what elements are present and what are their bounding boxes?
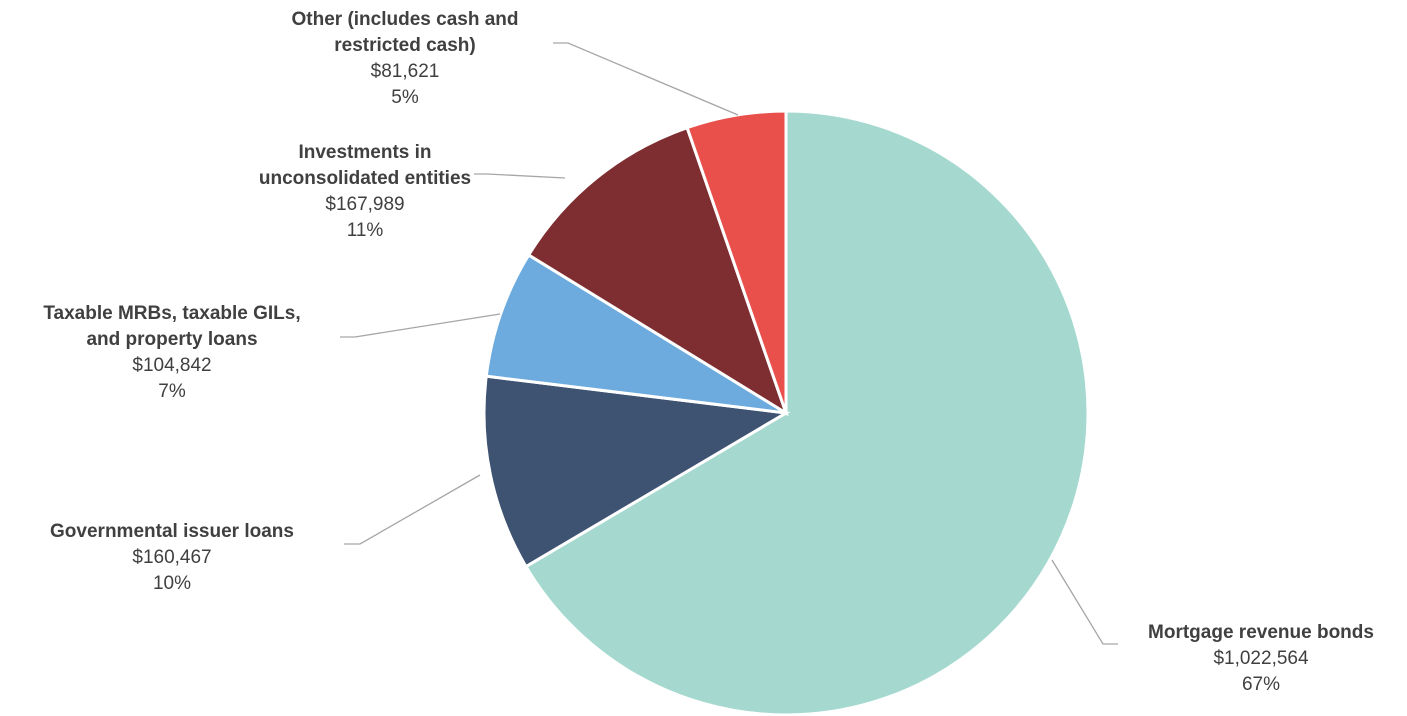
slice-label-name: Mortgage revenue bonds <box>1148 622 1374 643</box>
slice-label-name: Taxable MRBs, taxable GILs, <box>43 303 300 324</box>
slice-label-amount: $160,467 <box>132 547 211 568</box>
slice-labels: Mortgage revenue bonds $1,022,564 67% Gover… <box>43 9 1374 695</box>
slice-label-percent: 5% <box>391 87 419 108</box>
leader-lines <box>340 42 1118 645</box>
slice-label-name: Investments in <box>298 142 431 163</box>
slice-label: Taxable MRBs, taxable GILs, and property … <box>43 303 300 402</box>
slice-label-percent: 10% <box>153 573 191 594</box>
slice-label: Other (includes cash and restricted cash)… <box>292 9 519 108</box>
slice-label-name: restricted cash) <box>334 35 476 56</box>
slice-label-name: Other (includes cash and <box>292 9 519 30</box>
pie-slices <box>482 109 1090 716</box>
slice-label-percent: 7% <box>158 381 186 402</box>
leader-line <box>553 42 739 116</box>
leader-line <box>344 474 481 545</box>
slice-label-amount: $167,989 <box>325 194 404 215</box>
leader-line <box>1051 559 1118 645</box>
slice-label-name: Governmental issuer loans <box>50 521 294 542</box>
slice-label-amount: $104,842 <box>132 355 211 376</box>
pie-slice-investments-in-unconsolidated-entities <box>526 125 789 417</box>
leader-line <box>340 313 501 338</box>
slice-label-percent: 67% <box>1242 674 1280 695</box>
pie-slice-taxable-mrbs-taxable-gils-and-property-loans <box>484 252 787 415</box>
pie-slice-other-includes-cash-and-restricted-cash <box>685 109 788 414</box>
pie-slice-mortgage-revenue-bonds <box>523 109 1090 716</box>
slice-label-name: unconsolidated entities <box>259 168 471 189</box>
slice-label-name: and property loans <box>86 329 257 350</box>
slice-label: Mortgage revenue bonds $1,022,564 67% <box>1148 622 1374 695</box>
slice-label: Investments in unconsolidated entities $16… <box>259 142 471 241</box>
slice-label-amount: $81,621 <box>371 61 440 82</box>
slice-label: Governmental issuer loans $160,467 10% <box>50 521 294 594</box>
slice-label-percent: 11% <box>347 220 384 241</box>
pie-slice-governmental-issuer-loans <box>482 374 791 569</box>
leader-line <box>474 173 566 179</box>
slice-label-amount: $1,022,564 <box>1213 648 1309 669</box>
